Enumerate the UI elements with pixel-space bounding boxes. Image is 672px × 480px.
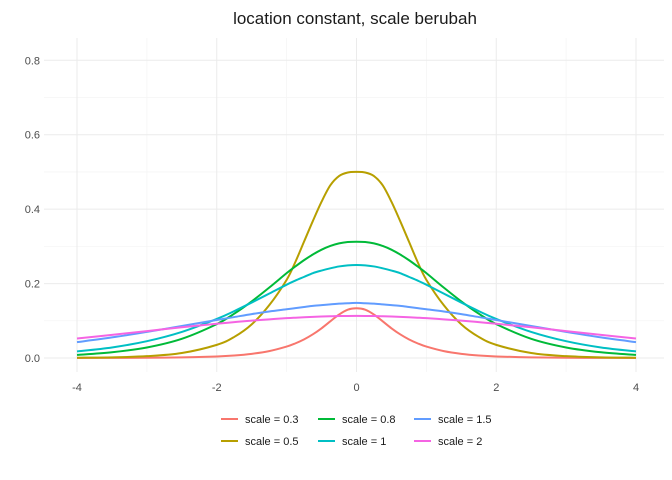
y-tick-label: 0.8 <box>25 55 40 67</box>
x-tick-label: -2 <box>212 382 222 394</box>
y-tick-label: 0.4 <box>25 204 40 216</box>
series-line-1 <box>76 307 637 359</box>
chart-title: location constant, scale berubah <box>233 9 477 28</box>
x-tick-label: -4 <box>72 382 82 394</box>
series-lines <box>76 170 637 359</box>
x-tick-label: 0 <box>353 382 359 394</box>
minor-gridlines <box>44 38 664 372</box>
x-axis-tick-labels: -4 -2 0 2 4 <box>72 382 639 394</box>
series-line-5 <box>76 301 637 344</box>
legend-label: scale = 0.8 <box>342 414 396 426</box>
y-axis-tick-labels: 0.0 0.2 0.4 0.6 0.8 <box>25 55 40 365</box>
legend-label: scale = 0.3 <box>245 414 299 426</box>
legend: scale = 0.3 scale = 0.5 scale = 0.8 scale =… <box>221 414 492 448</box>
x-tick-label: 2 <box>493 382 499 394</box>
series-line-2 <box>76 170 637 359</box>
series-line-4 <box>76 263 637 353</box>
major-gridlines <box>44 38 664 372</box>
y-tick-label: 0.6 <box>25 130 40 142</box>
x-tick-label: 4 <box>633 382 639 394</box>
series-line-6 <box>76 314 637 340</box>
y-tick-label: 0.0 <box>25 353 40 365</box>
y-tick-label: 0.2 <box>25 279 40 291</box>
series-line-3 <box>76 240 637 356</box>
legend-label: scale = 1 <box>342 436 386 448</box>
legend-label: scale = 1.5 <box>438 414 492 426</box>
legend-label: scale = 2 <box>438 436 482 448</box>
legend-label: scale = 0.5 <box>245 436 299 448</box>
